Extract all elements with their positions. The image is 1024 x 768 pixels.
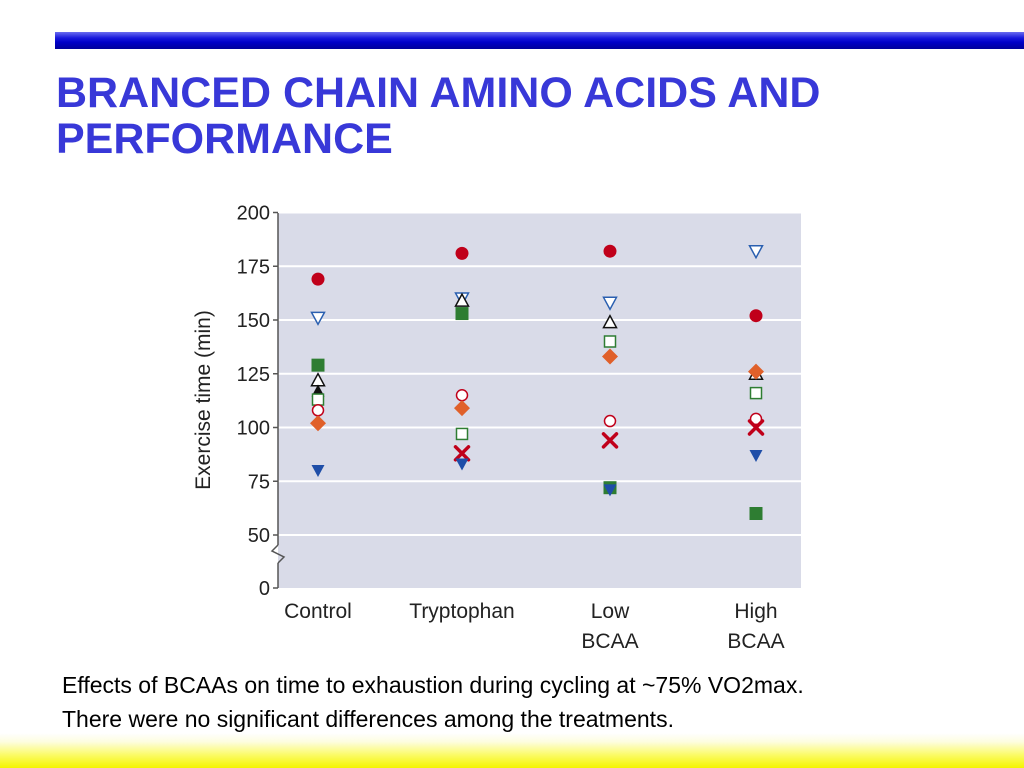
x-tick-label: Control bbox=[284, 600, 352, 623]
x-tick-label: Tryptophan bbox=[409, 600, 514, 623]
y-tick-label: 0 bbox=[259, 578, 270, 600]
y-axis: 0 50 75 100 125 150 175 200 bbox=[237, 203, 286, 600]
data-point-open-square bbox=[455, 427, 469, 441]
data-point-filled-triangle-down bbox=[749, 449, 763, 462]
data-point-cross bbox=[601, 432, 619, 449]
data-point-filled-triangle-down bbox=[455, 458, 469, 471]
data-points bbox=[310, 244, 765, 520]
bottom-accent-bar bbox=[0, 733, 1024, 768]
data-point-open-triangle-down bbox=[310, 311, 326, 326]
data-point-filled-circle bbox=[749, 309, 763, 323]
data-point-open-square bbox=[749, 386, 763, 400]
y-tick-label: 125 bbox=[237, 364, 270, 386]
x-tick-label: BCAA bbox=[727, 630, 784, 653]
data-point-open-circle bbox=[603, 414, 617, 428]
data-point-filled-square bbox=[455, 307, 469, 321]
x-tick-label: Low bbox=[591, 600, 630, 623]
data-point-filled-circle bbox=[311, 272, 325, 286]
data-point-cross bbox=[747, 419, 765, 436]
axis-break bbox=[270, 544, 286, 564]
data-point-open-circle bbox=[455, 389, 469, 402]
y-tick-label: 150 bbox=[237, 310, 270, 332]
data-point-filled-circle bbox=[603, 244, 617, 258]
data-point-filled-diamond bbox=[454, 400, 470, 417]
data-point-filled-circle bbox=[455, 246, 469, 260]
caption-line-2: There were no significant differences am… bbox=[62, 706, 674, 732]
y-tick-label: 100 bbox=[237, 418, 270, 440]
slide-caption: Effects of BCAAs on time to exhaustion d… bbox=[62, 668, 1002, 736]
x-tick-label: BCAA bbox=[581, 630, 638, 653]
data-point-filled-diamond bbox=[748, 363, 764, 380]
data-point-filled-square bbox=[311, 358, 325, 372]
data-point-filled-triangle-down bbox=[311, 465, 325, 477]
data-point-filled-triangle-down bbox=[603, 484, 617, 497]
data-point-open-triangle-up bbox=[602, 314, 618, 329]
x-axis: Control Tryptophan Low BCAA High BCAA bbox=[284, 600, 784, 653]
y-tick-label: 200 bbox=[237, 203, 270, 225]
y-tick-label: 75 bbox=[248, 471, 270, 493]
data-point-filled-square bbox=[749, 507, 763, 520]
grid-lines bbox=[278, 211, 801, 536]
data-point-open-triangle-up bbox=[454, 292, 470, 307]
caption-line-1: Effects of BCAAs on time to exhaustion d… bbox=[62, 672, 804, 698]
y-axis-label: Exercise time (min) bbox=[192, 310, 215, 490]
data-point-filled-diamond bbox=[602, 348, 618, 365]
data-point-open-triangle-down bbox=[748, 244, 764, 260]
plot-area bbox=[278, 213, 801, 588]
slide-title: BRANCED CHAIN AMINO ACIDS AND PERFORMANC… bbox=[56, 69, 821, 163]
top-accent-bar bbox=[55, 32, 1024, 49]
data-point-open-square bbox=[311, 393, 325, 406]
scatter-chart: 0 50 75 100 125 150 175 200 Control Tryptophan Lo… bbox=[180, 195, 820, 660]
data-point-cross bbox=[453, 445, 471, 462]
x-tick-label: High bbox=[734, 600, 777, 623]
y-tick-label: 175 bbox=[237, 256, 270, 278]
data-point-open-circle bbox=[311, 404, 325, 417]
y-tick-label: 50 bbox=[248, 525, 270, 547]
data-point-open-triangle-down bbox=[602, 296, 618, 311]
data-point-open-circle bbox=[749, 412, 763, 426]
data-point-open-square bbox=[603, 335, 617, 348]
chart-svg: 0 50 75 100 125 150 175 200 Control Tryptophan Lo… bbox=[192, 203, 801, 653]
data-point-filled-diamond bbox=[310, 415, 326, 432]
